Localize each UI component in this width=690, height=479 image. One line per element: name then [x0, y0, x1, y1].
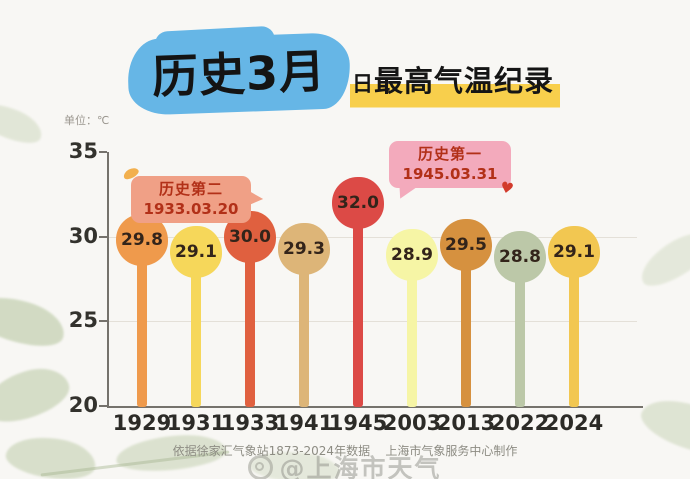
x-axis-baseline	[107, 406, 643, 408]
watermark-text: @上海市天气	[279, 454, 442, 479]
value-bubble-1941: 29.3	[278, 222, 330, 275]
value-bubble-2013: 29.5	[440, 219, 492, 272]
gridline-25	[109, 321, 637, 323]
value-bubble-1931: 29.1	[170, 225, 222, 278]
unit-label: 单位：℃	[64, 114, 110, 127]
year-label-1929: 1929	[112, 411, 172, 435]
ytick-label-20: 20	[68, 393, 98, 417]
title-highlighted-part: 历史3月	[129, 30, 348, 117]
lollipop-stick-1931	[191, 251, 201, 407]
annotation-label: 历史第一	[417, 145, 482, 163]
lollipop-stick-2024	[569, 251, 579, 407]
annotation-bubble-second: 历史第二 1933.03.20	[121, 165, 251, 223]
value-bubble-2024: 29.1	[548, 225, 600, 278]
annotation-date: 1945.03.31	[402, 164, 498, 183]
annotation-bubble-first: 历史第一 1945.03.31 ♥	[389, 141, 515, 198]
lollipop-stick-1933	[245, 236, 255, 407]
data-source-note: 依据徐家汇气象站1873-2024年数据 上海市气象服务中心制作	[172, 444, 518, 458]
lollipop-stick-2003	[407, 255, 417, 407]
year-label-1941: 1941	[274, 411, 334, 435]
lollipop-stick-2013	[461, 245, 471, 407]
title-block: 历史3月 日最高气温纪录	[0, 34, 690, 114]
value-bubble-2003: 28.9	[386, 229, 438, 282]
annotation-label: 历史第二	[158, 180, 223, 198]
weibo-camera-icon	[248, 454, 274, 479]
watermark: @上海市天气	[0, 449, 690, 479]
title-rest-text: 最高气温纪录	[374, 64, 555, 98]
year-label-1931: 1931	[166, 411, 226, 435]
y-axis-line	[107, 152, 109, 408]
ytick-mark-30	[99, 235, 107, 238]
value-bubble-2022: 28.8	[494, 230, 546, 283]
ytick-mark-35	[99, 151, 107, 153]
lollipop-stick-1941	[299, 248, 309, 407]
ytick-label-30: 30	[68, 223, 98, 248]
year-label-1933: 1933	[220, 411, 280, 435]
title-rest-part: 日最高气温纪录	[350, 58, 561, 114]
ytick-label-25: 25	[68, 308, 98, 333]
gridline-30	[109, 236, 637, 238]
title-day-char: 日	[352, 72, 374, 96]
annotation-date: 1933.03.20	[143, 199, 239, 218]
lollipop-stick-1929	[137, 240, 147, 407]
year-label-2022: 2022	[490, 411, 550, 435]
ytick-mark-25	[99, 320, 107, 323]
year-label-2003: 2003	[382, 411, 442, 435]
ytick-label-35: 35	[68, 139, 98, 163]
year-label-2024: 2024	[544, 411, 604, 435]
year-label-1945: 1945	[328, 411, 388, 435]
year-label-2013: 2013	[436, 411, 496, 435]
value-bubble-1945: 32.0	[332, 176, 384, 229]
lollipop-stick-1945	[353, 202, 363, 407]
lollipop-stick-2022	[515, 256, 525, 407]
ytick-mark-20	[99, 405, 107, 407]
